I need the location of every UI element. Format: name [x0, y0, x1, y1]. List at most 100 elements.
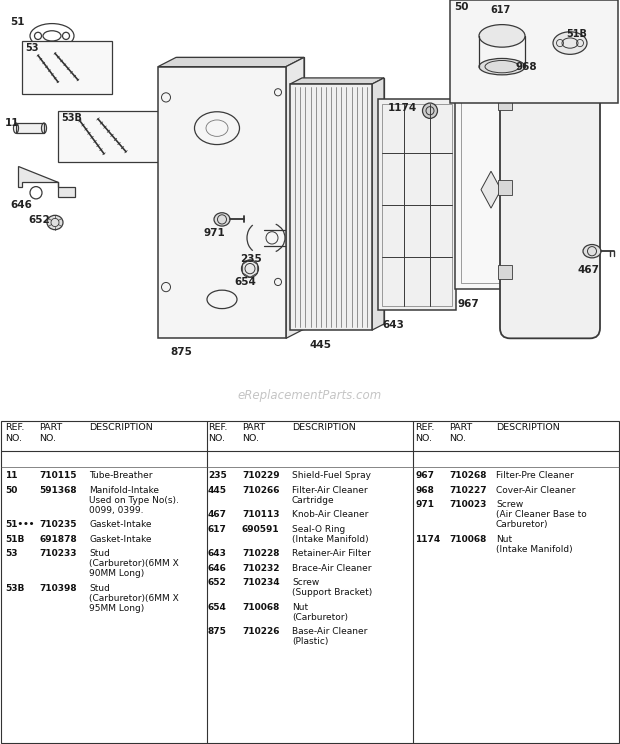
- Text: Cover-Air Cleaner: Cover-Air Cleaner: [496, 486, 575, 495]
- Text: Screw: Screw: [292, 578, 319, 587]
- Bar: [382, 103, 452, 306]
- Text: 967: 967: [415, 471, 434, 481]
- Text: 467: 467: [577, 265, 599, 275]
- Text: 710235: 710235: [39, 520, 76, 529]
- Text: 11: 11: [5, 471, 17, 481]
- Text: 710115: 710115: [39, 471, 76, 481]
- Text: 617: 617: [208, 525, 227, 533]
- Text: Seal-O Ring: Seal-O Ring: [292, 525, 345, 533]
- Text: 235: 235: [240, 254, 262, 264]
- Text: 875: 875: [208, 627, 227, 636]
- Text: Screw: Screw: [496, 500, 523, 510]
- Text: Used on Type No(s).: Used on Type No(s).: [89, 496, 179, 504]
- Text: Manifold-Intake: Manifold-Intake: [89, 486, 159, 495]
- Text: 51: 51: [10, 17, 25, 28]
- Text: 691878: 691878: [39, 535, 77, 544]
- Text: Gasket-Intake: Gasket-Intake: [89, 535, 151, 544]
- Text: 710234: 710234: [242, 578, 280, 587]
- Text: 710266: 710266: [242, 486, 280, 495]
- Text: REF.
NO.: REF. NO.: [208, 423, 228, 443]
- Text: 53: 53: [25, 43, 38, 53]
- Text: (Intake Manifold): (Intake Manifold): [496, 545, 573, 554]
- Text: 654: 654: [208, 603, 227, 612]
- Ellipse shape: [242, 260, 259, 278]
- Text: 467: 467: [208, 510, 227, 519]
- Text: 710023: 710023: [449, 500, 486, 510]
- Text: Carburetor): Carburetor): [496, 520, 549, 529]
- Polygon shape: [158, 57, 304, 67]
- Bar: [498, 95, 512, 109]
- FancyBboxPatch shape: [500, 36, 600, 339]
- Text: 51•••: 51•••: [5, 520, 34, 529]
- Bar: [16, 123, 44, 133]
- Text: 971: 971: [204, 228, 226, 237]
- Text: Cartridge: Cartridge: [292, 496, 335, 504]
- Ellipse shape: [214, 213, 230, 226]
- Text: (Carburetor)(6MM X: (Carburetor)(6MM X: [89, 594, 179, 603]
- Text: (Carburetor)(6MM X: (Carburetor)(6MM X: [89, 559, 179, 568]
- Text: 50: 50: [5, 486, 17, 495]
- Text: 51B: 51B: [5, 535, 24, 544]
- Text: 1174: 1174: [388, 103, 417, 112]
- Text: 710229: 710229: [242, 471, 280, 481]
- Polygon shape: [290, 78, 384, 84]
- Text: 50: 50: [454, 2, 469, 12]
- Text: Base-Air Cleaner: Base-Air Cleaner: [292, 627, 368, 636]
- Text: 654: 654: [234, 277, 256, 287]
- Text: Filter-Air Cleaner: Filter-Air Cleaner: [292, 486, 368, 495]
- Bar: [498, 181, 512, 195]
- Polygon shape: [481, 171, 501, 208]
- Text: 646: 646: [10, 200, 32, 210]
- Polygon shape: [302, 78, 384, 324]
- Text: 53B: 53B: [5, 584, 24, 593]
- Bar: [22, 41, 112, 94]
- Bar: [455, 89, 527, 289]
- Text: Retainer-Air Filter: Retainer-Air Filter: [292, 549, 371, 558]
- Text: (Support Bracket): (Support Bracket): [292, 589, 372, 597]
- Ellipse shape: [422, 103, 438, 118]
- Text: Stud: Stud: [89, 584, 110, 593]
- Text: 591368: 591368: [39, 486, 77, 495]
- Bar: [461, 95, 521, 283]
- Text: 710398: 710398: [39, 584, 77, 593]
- Text: 95MM Long): 95MM Long): [89, 603, 144, 612]
- Bar: [290, 84, 372, 330]
- Text: 971: 971: [415, 500, 434, 510]
- Text: 51B: 51B: [566, 29, 587, 39]
- Text: DESCRIPTION: DESCRIPTION: [496, 423, 560, 432]
- Text: 445: 445: [208, 486, 227, 495]
- Text: DESCRIPTION: DESCRIPTION: [89, 423, 153, 432]
- Text: 710228: 710228: [242, 549, 280, 558]
- Text: 968: 968: [515, 62, 537, 71]
- Text: 710232: 710232: [242, 564, 280, 573]
- Text: 1174: 1174: [415, 535, 440, 544]
- Text: 53B: 53B: [61, 113, 82, 123]
- Text: eReplacementParts.com: eReplacementParts.com: [238, 389, 382, 402]
- Bar: [527, 252, 537, 265]
- Text: Brace-Air Cleaner: Brace-Air Cleaner: [292, 564, 371, 573]
- Text: 710233: 710233: [39, 549, 76, 558]
- Text: REF.
NO.: REF. NO.: [5, 423, 24, 443]
- Text: (Plastic): (Plastic): [292, 637, 329, 646]
- Text: 643: 643: [208, 549, 227, 558]
- Text: Filter-Pre Cleaner: Filter-Pre Cleaner: [496, 471, 574, 481]
- Text: Nut: Nut: [292, 603, 308, 612]
- Ellipse shape: [479, 25, 525, 47]
- Polygon shape: [286, 57, 304, 339]
- Text: Gasket-Intake: Gasket-Intake: [89, 520, 151, 529]
- Text: 90MM Long): 90MM Long): [89, 569, 144, 578]
- Text: 0099, 0399.: 0099, 0399.: [89, 506, 143, 515]
- Text: 710068: 710068: [242, 603, 280, 612]
- Bar: [527, 114, 537, 126]
- Text: 617: 617: [490, 5, 510, 15]
- Text: 968: 968: [415, 486, 434, 495]
- Text: PART
NO.: PART NO.: [242, 423, 265, 443]
- Ellipse shape: [47, 215, 63, 230]
- Text: DESCRIPTION: DESCRIPTION: [292, 423, 356, 432]
- Text: REF.
NO.: REF. NO.: [415, 423, 435, 443]
- Text: Nut: Nut: [496, 535, 512, 544]
- Text: PART
NO.: PART NO.: [39, 423, 62, 443]
- Text: 652: 652: [28, 215, 50, 225]
- Text: Shield-Fuel Spray: Shield-Fuel Spray: [292, 471, 371, 481]
- Bar: [498, 265, 512, 279]
